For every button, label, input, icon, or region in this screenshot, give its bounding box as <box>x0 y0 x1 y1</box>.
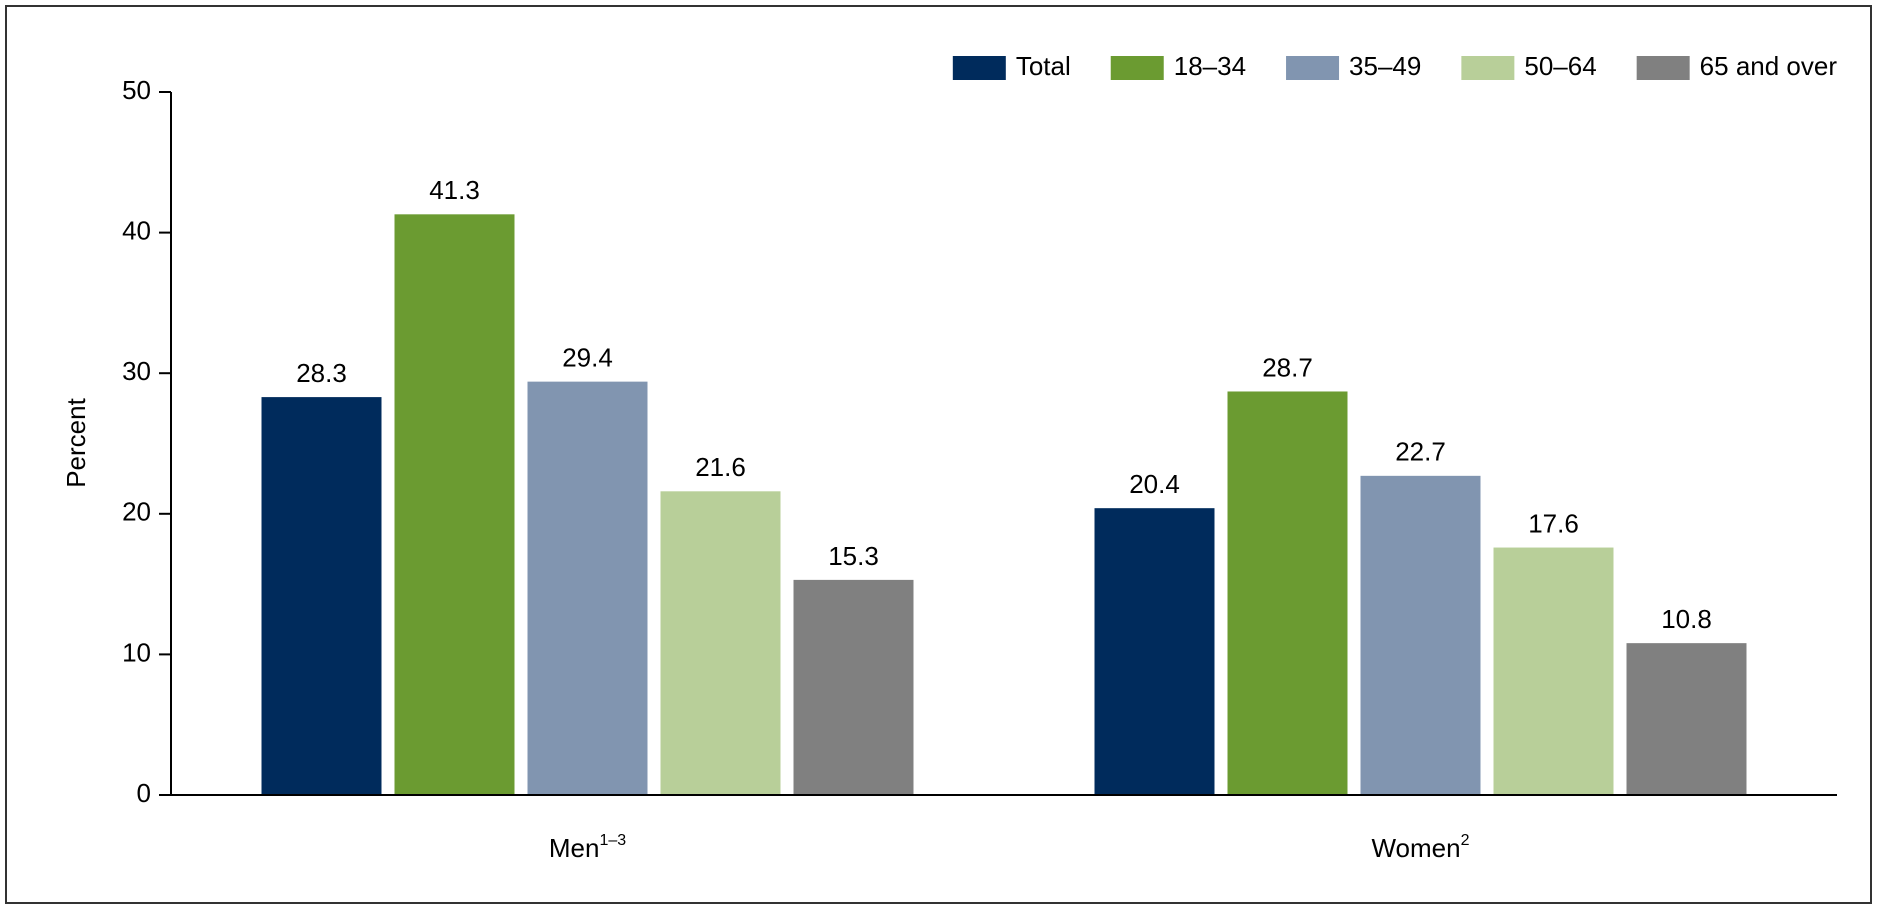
frame <box>5 5 1872 904</box>
y-axis-label: Percent <box>61 397 91 487</box>
legend-swatch <box>1110 56 1164 80</box>
category-note: 2 <box>1461 832 1470 849</box>
x-tick-label: Women2 <box>1371 832 1469 863</box>
value-label: 41.3 <box>429 175 480 205</box>
y-tick-label: 10 <box>122 637 151 667</box>
bar <box>1360 475 1481 795</box>
bar <box>394 214 515 795</box>
y-tick-label: 20 <box>122 497 151 527</box>
value-label: 22.7 <box>1395 437 1446 467</box>
legend-swatch <box>1461 56 1515 80</box>
bar <box>1493 547 1614 795</box>
y-tick-label: 50 <box>122 75 151 105</box>
bar <box>527 381 648 795</box>
legend-label: 35–49 <box>1349 51 1421 81</box>
bar <box>793 579 914 795</box>
value-label: 29.4 <box>562 343 613 373</box>
value-label: 28.7 <box>1262 352 1313 382</box>
value-label: 10.8 <box>1661 604 1712 634</box>
value-label: 17.6 <box>1528 508 1579 538</box>
bar <box>1094 508 1215 795</box>
category-note: 1–3 <box>599 832 626 849</box>
legend-label: Total <box>1016 51 1071 81</box>
bar <box>1626 643 1747 795</box>
category-name: Women <box>1371 833 1460 863</box>
y-tick-label: 30 <box>122 356 151 386</box>
x-tick-label: Men1–3 <box>549 832 626 863</box>
value-label: 15.3 <box>828 541 879 571</box>
category-name: Men <box>549 833 600 863</box>
bar <box>1227 391 1348 795</box>
legend-swatch <box>952 56 1006 80</box>
value-label: 21.6 <box>695 452 746 482</box>
legend-swatch <box>1636 56 1690 80</box>
value-label: 20.4 <box>1129 469 1180 499</box>
bar <box>261 397 382 795</box>
bar <box>660 491 781 795</box>
value-label: 28.3 <box>296 358 347 388</box>
y-tick-label: 40 <box>122 215 151 245</box>
legend-label: 50–64 <box>1524 51 1596 81</box>
y-tick-label: 0 <box>137 778 151 808</box>
legend-label: 65 and over <box>1700 51 1838 81</box>
legend-swatch <box>1286 56 1340 80</box>
legend-label: 18–34 <box>1174 51 1246 81</box>
